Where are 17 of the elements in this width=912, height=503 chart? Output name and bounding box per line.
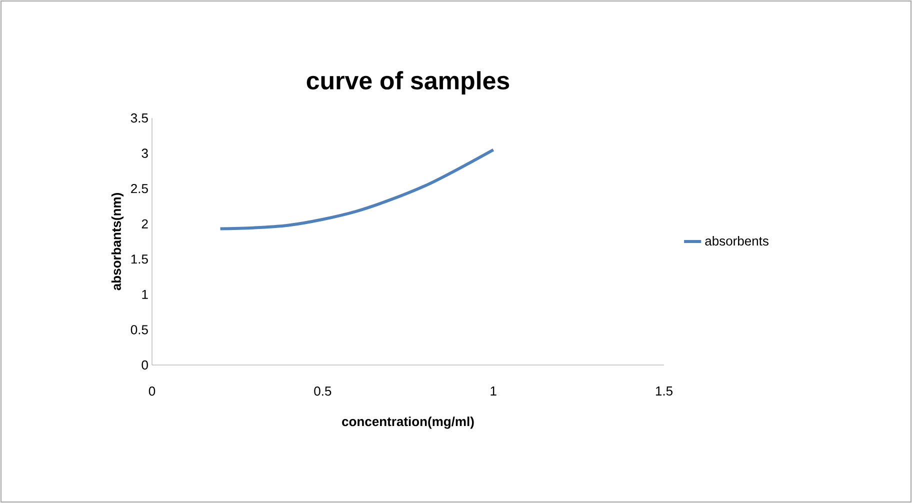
y-tick-label: 0 [142,360,148,370]
y-tick-label: 2 [142,219,148,228]
legend-label: absorbents [705,236,768,246]
y-tick-label: 0.5 [130,325,148,334]
x-tick-label: 1.5 [656,386,672,396]
x-axis-title: concentration(mg/ml) [342,416,474,429]
y-axis-title: absorbants(nm) [111,193,124,290]
y-tick-label: 3 [142,148,148,158]
x-tick-label: 0 [148,386,156,396]
y-tick-label: 2.5 [131,184,148,194]
y-tick-label: 1.5 [131,254,148,264]
line-series [218,148,495,230]
chart-title: curve of samples [306,71,510,94]
x-tick-label: 0.5 [314,386,332,396]
y-tick-label: 1 [142,290,148,299]
y-tick-label: 3.5 [130,113,148,123]
x-tick-label: 1 [490,386,496,396]
